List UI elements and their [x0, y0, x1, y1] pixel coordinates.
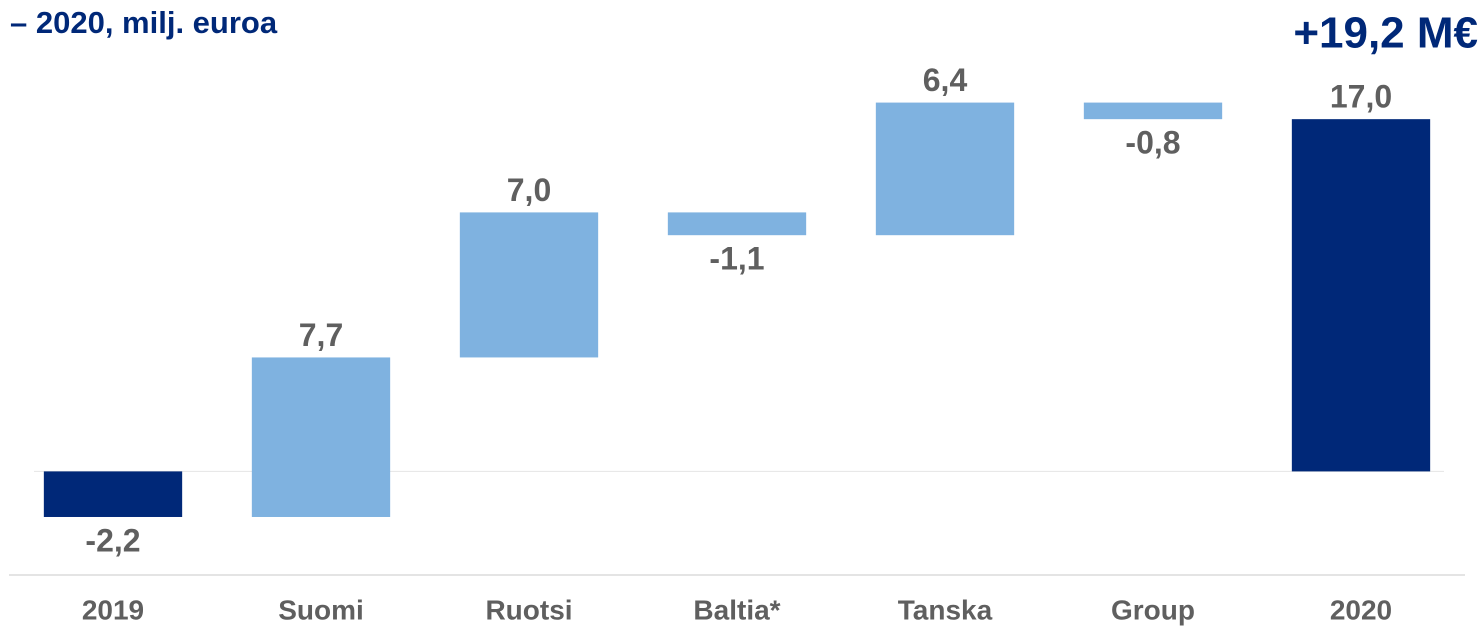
value-label: 7,7 [299, 317, 343, 353]
value-label: -0,8 [1125, 125, 1180, 161]
value-label: 7,0 [507, 172, 551, 208]
bar [667, 212, 807, 236]
chart-title: – 2020, milj. euroa [10, 5, 278, 40]
bar [251, 357, 391, 517]
x-tick-label: 2020 [1330, 594, 1392, 625]
x-tick-label: Baltia* [693, 594, 780, 625]
x-tick-label: Tanska [898, 594, 993, 625]
bar [1291, 119, 1431, 472]
bar [459, 212, 599, 358]
annotation: +19,2 M€ [1293, 9, 1478, 58]
x-tick-label: 2019 [82, 594, 144, 625]
x-tick-label: Suomi [278, 594, 364, 625]
value-label: 6,4 [923, 62, 968, 98]
x-tick-label: Group [1111, 594, 1195, 625]
bar [1083, 102, 1223, 120]
value-label: 17,0 [1330, 79, 1392, 115]
x-tick-label: Ruotsi [485, 594, 572, 625]
bar [875, 102, 1015, 236]
value-label: -1,1 [709, 241, 764, 277]
value-label: -2,2 [85, 522, 140, 558]
bar [43, 471, 183, 517]
